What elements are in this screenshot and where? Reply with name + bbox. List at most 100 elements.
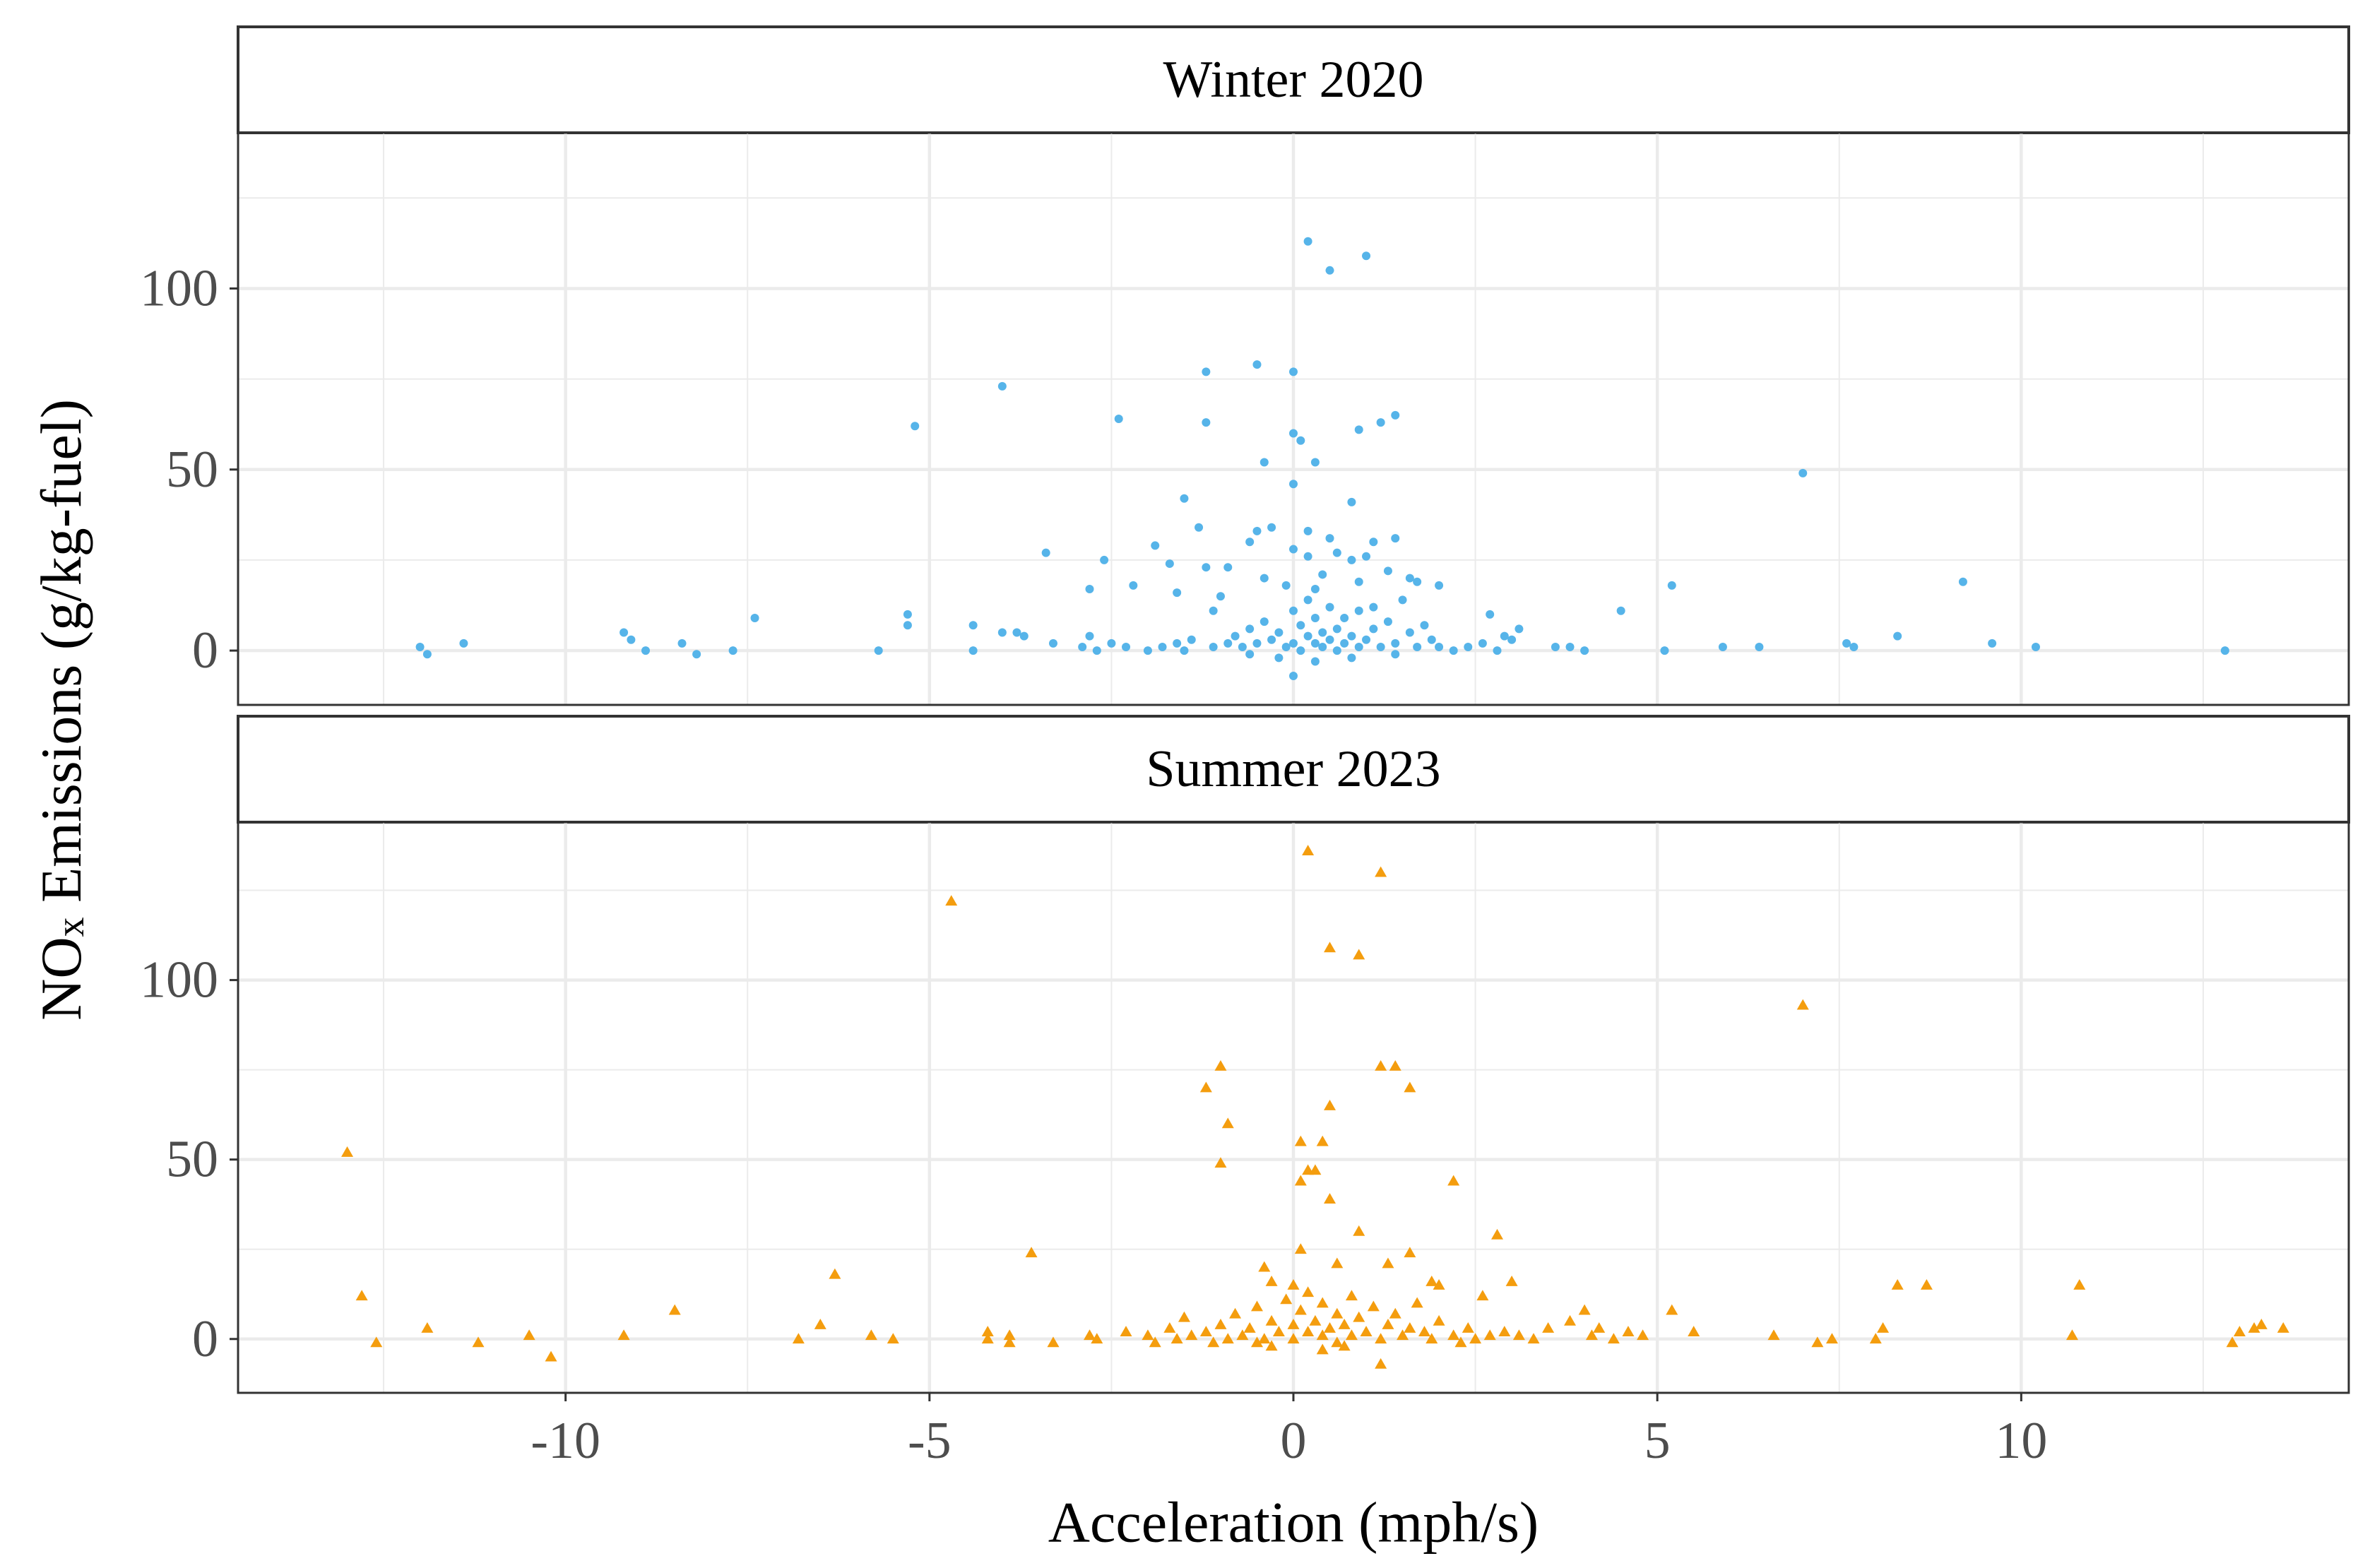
data-point (1580, 646, 1589, 655)
data-point (1289, 480, 1298, 489)
data-point (1325, 602, 1334, 612)
data-point (1245, 624, 1255, 634)
data-point (1515, 624, 1524, 634)
data-point (2226, 1336, 2239, 1348)
data-point (1310, 584, 1320, 593)
data-point (2233, 1326, 2246, 1336)
data-point (1405, 628, 1414, 637)
data-point (1660, 646, 1669, 655)
data-point (1332, 646, 1341, 655)
data-point (1303, 552, 1312, 561)
data-point (1294, 1135, 1307, 1146)
data-point (1316, 1135, 1329, 1146)
data-point (1092, 646, 1101, 655)
data-point (459, 639, 468, 648)
data-point (865, 1329, 877, 1341)
data-point (2073, 1279, 2086, 1290)
y-tick-label: 0 (192, 622, 218, 679)
y-axis-title-sub: x (49, 917, 93, 937)
data-point (1447, 1329, 1460, 1341)
data-point (422, 650, 432, 659)
y-axis-title-pre: NO (29, 937, 93, 1020)
data-point (1420, 621, 1429, 630)
data-point (1202, 367, 1211, 376)
data-point (1418, 1326, 1430, 1336)
data-point (1294, 1243, 1307, 1254)
data-point (1383, 566, 1392, 576)
data-point (1258, 1333, 1271, 1344)
data-point (1362, 552, 1371, 561)
data-point (750, 613, 759, 622)
data-point (1332, 624, 1341, 634)
data-point (1302, 845, 1315, 856)
data-point (1382, 1257, 1394, 1269)
data-point (1318, 628, 1327, 637)
data-point (1398, 595, 1407, 605)
data-point (1003, 1336, 1016, 1348)
data-point (1869, 1333, 1882, 1344)
data-point (1236, 1329, 1249, 1341)
data-point (1405, 574, 1414, 583)
data-point (677, 639, 687, 648)
data-point (1274, 628, 1284, 637)
x-tick-label: 10 (1995, 1412, 2047, 1470)
data-point (1375, 866, 1387, 877)
data-point (1165, 559, 1174, 569)
data-point (1048, 639, 1057, 648)
data-point (1798, 468, 1808, 477)
x-tick-label: 0 (1281, 1412, 1307, 1470)
data-point (1593, 1322, 1606, 1333)
data-point (1564, 1314, 1577, 1326)
data-point (1811, 1336, 1824, 1348)
data-point (1958, 577, 1967, 586)
data-point (1180, 646, 1189, 655)
data-point (1324, 1099, 1336, 1110)
data-point (1221, 1333, 1234, 1344)
data-point (1238, 642, 1247, 651)
data-point (1486, 610, 1495, 619)
data-point (1214, 1060, 1227, 1071)
data-point (370, 1336, 383, 1348)
data-point (1296, 621, 1305, 630)
data-point (1483, 1329, 1496, 1341)
data-point (1259, 574, 1269, 583)
data-point (1025, 1247, 1038, 1258)
x-tick-label: -10 (531, 1412, 600, 1470)
data-point (1202, 418, 1211, 427)
x-tick-label: -5 (908, 1412, 952, 1470)
data-point (1433, 1314, 1445, 1326)
data-point (1324, 942, 1336, 953)
data-point (1294, 1304, 1307, 1315)
data-point (1185, 1329, 1198, 1341)
data-point (1245, 650, 1255, 659)
data-point (981, 1333, 994, 1344)
data-point (1542, 1322, 1555, 1333)
data-point (1449, 646, 1458, 655)
data-point (1425, 1275, 1438, 1286)
data-point (1454, 1336, 1467, 1348)
data-point (1258, 1261, 1271, 1272)
data-point (1265, 1314, 1278, 1326)
y-axis-title: NOx Emissions (g/kg-fuel) (29, 399, 93, 1021)
data-point (887, 1333, 899, 1344)
data-point (1296, 436, 1305, 445)
data-point (1397, 1329, 1409, 1341)
data-point (1369, 602, 1378, 612)
data-point (1129, 581, 1138, 590)
x-axis-title: Acceleration (mph/s) (1048, 1490, 1539, 1555)
data-point (1893, 631, 1902, 641)
data-point (627, 635, 636, 644)
data-point (1391, 650, 1400, 659)
data-point (1173, 639, 1182, 648)
data-point (1302, 1286, 1315, 1297)
data-point (1325, 534, 1334, 543)
data-point (1389, 1307, 1401, 1319)
data-point (1267, 635, 1276, 644)
data-point (1100, 555, 1109, 564)
data-point (1209, 606, 1218, 615)
data-point (1289, 671, 1298, 680)
data-point (1375, 1333, 1387, 1344)
data-point (1353, 1311, 1365, 1322)
data-point (1259, 617, 1269, 626)
data-point (2248, 1322, 2260, 1333)
